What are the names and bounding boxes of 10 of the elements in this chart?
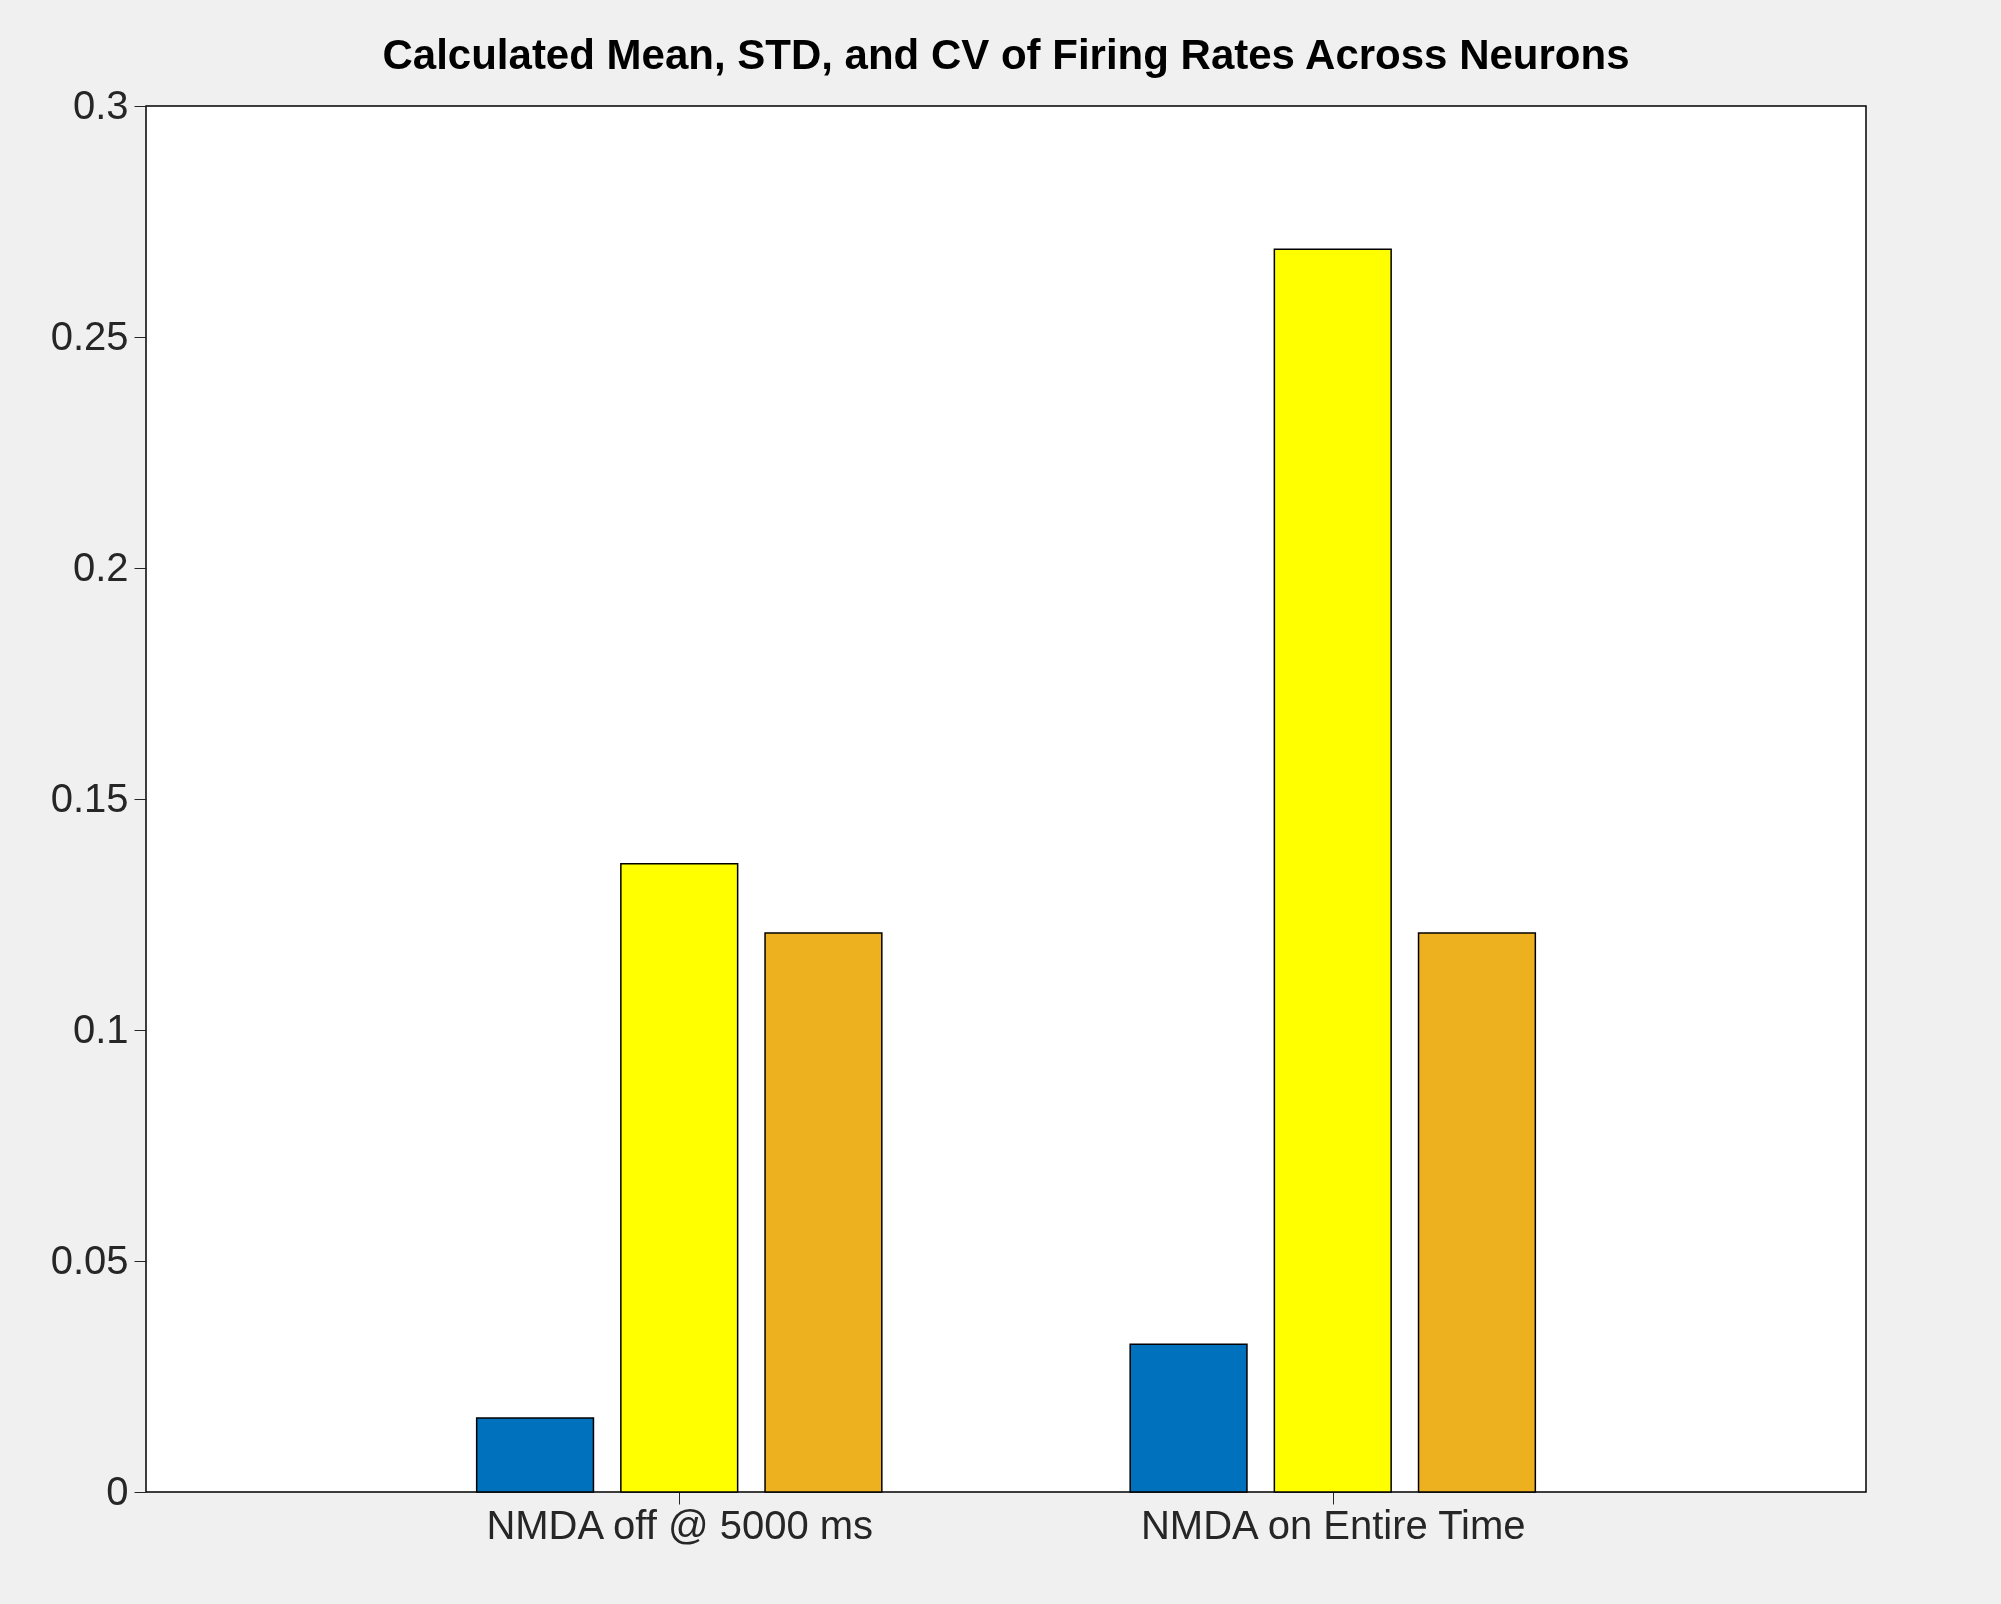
y-tick-label: 0.1 <box>72 1006 129 1051</box>
x-tick-label: NMDA off @ 5000 ms <box>486 1502 874 1547</box>
y-tick-label: 0 <box>106 1468 129 1513</box>
y-tick-label: 0.15 <box>50 775 129 820</box>
y-tick-label: 0.05 <box>50 1237 129 1282</box>
y-tick-label: 0.25 <box>50 313 129 358</box>
y-tick-label: 0.3 <box>72 82 129 127</box>
chart-title: Calculated Mean, STD, and CV of Firing Rates Across Neurons <box>382 31 1630 78</box>
y-tick-label: 0.2 <box>72 544 129 589</box>
x-tick-label: NMDA on Entire Time <box>1140 1502 1526 1547</box>
